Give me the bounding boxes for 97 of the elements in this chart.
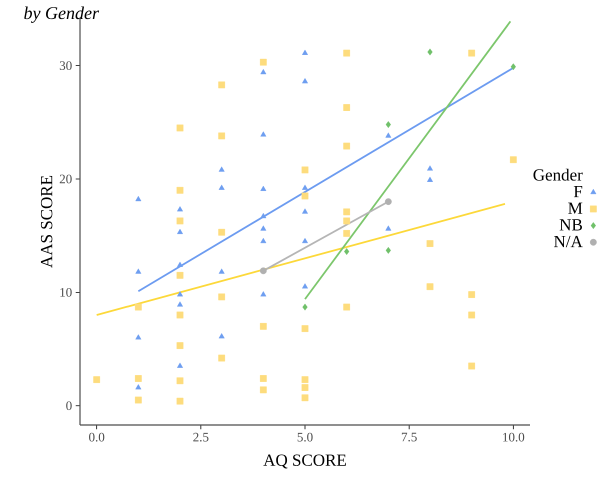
point <box>135 196 142 202</box>
point <box>176 218 184 224</box>
point <box>218 268 225 274</box>
point <box>343 104 350 111</box>
point <box>260 322 267 330</box>
point <box>302 78 308 84</box>
point <box>177 362 183 368</box>
legend-label: NB <box>560 219 582 230</box>
point <box>176 312 184 318</box>
point <box>218 354 226 362</box>
chart-title: by Gender <box>24 6 100 23</box>
point <box>385 225 392 231</box>
point <box>302 394 308 402</box>
point <box>218 333 225 338</box>
point <box>260 69 266 74</box>
point <box>343 208 350 216</box>
point <box>135 334 142 340</box>
point <box>218 293 226 300</box>
x-tick-label: 0.0 <box>89 432 104 442</box>
point <box>343 230 350 237</box>
point <box>426 283 434 290</box>
x-tick-label: 5.0 <box>298 432 313 442</box>
point <box>177 262 183 267</box>
point <box>302 384 308 391</box>
point <box>176 272 184 279</box>
point <box>385 132 392 138</box>
point <box>510 156 517 164</box>
point <box>343 304 350 310</box>
y-tick-label: 10 <box>60 288 72 297</box>
point <box>510 63 516 70</box>
point <box>468 312 476 318</box>
point <box>302 192 308 200</box>
y-tick-label: 30 <box>60 61 72 70</box>
y-tick-label: 20 <box>60 174 72 184</box>
point <box>343 142 350 150</box>
point <box>344 248 350 255</box>
point <box>260 186 266 191</box>
y-tick-label: 0 <box>66 401 72 410</box>
legend-title: Gender <box>533 168 583 181</box>
point <box>384 198 392 206</box>
x-tick-label: 7.5 <box>402 432 417 442</box>
point <box>302 376 308 384</box>
point <box>426 240 434 247</box>
point <box>218 132 226 140</box>
point <box>260 225 266 231</box>
point <box>176 342 184 350</box>
point <box>134 304 142 310</box>
point <box>177 206 183 212</box>
point <box>260 238 266 244</box>
point <box>427 176 433 182</box>
point <box>135 384 142 390</box>
point <box>260 212 266 218</box>
point <box>302 238 308 244</box>
point <box>427 165 433 171</box>
point <box>176 124 184 132</box>
legend-label: N/A <box>554 236 583 248</box>
point <box>218 184 225 190</box>
point <box>134 396 142 404</box>
point <box>343 218 350 224</box>
point <box>177 228 183 234</box>
point <box>93 376 100 384</box>
point <box>302 166 308 174</box>
point <box>218 166 225 172</box>
point <box>176 377 184 384</box>
point <box>302 184 308 190</box>
point <box>302 304 308 310</box>
point <box>134 375 142 382</box>
point <box>468 291 476 298</box>
point <box>177 291 183 296</box>
point <box>468 362 476 370</box>
point <box>302 283 308 288</box>
point <box>468 50 476 57</box>
y-axis-title: AAS SCORE <box>40 176 52 268</box>
point <box>260 386 267 394</box>
point <box>218 81 226 88</box>
point <box>302 325 308 332</box>
point <box>218 228 226 236</box>
point <box>302 50 308 55</box>
point <box>260 131 266 137</box>
legend-label: F <box>574 186 582 198</box>
point <box>427 48 433 56</box>
point <box>176 398 184 405</box>
point <box>176 186 184 194</box>
x-tick-label: 10.0 <box>503 432 524 442</box>
point <box>260 58 267 66</box>
x-axis-title: AQ SCORE <box>263 454 346 468</box>
point <box>386 121 391 128</box>
point <box>343 50 350 57</box>
point <box>260 267 267 274</box>
point <box>260 375 267 382</box>
point <box>260 291 266 296</box>
point <box>302 208 308 214</box>
point <box>135 268 142 274</box>
point <box>177 301 183 307</box>
point <box>386 246 391 254</box>
legend-label: M <box>568 202 582 214</box>
x-tick-label: 2.5 <box>193 432 208 442</box>
